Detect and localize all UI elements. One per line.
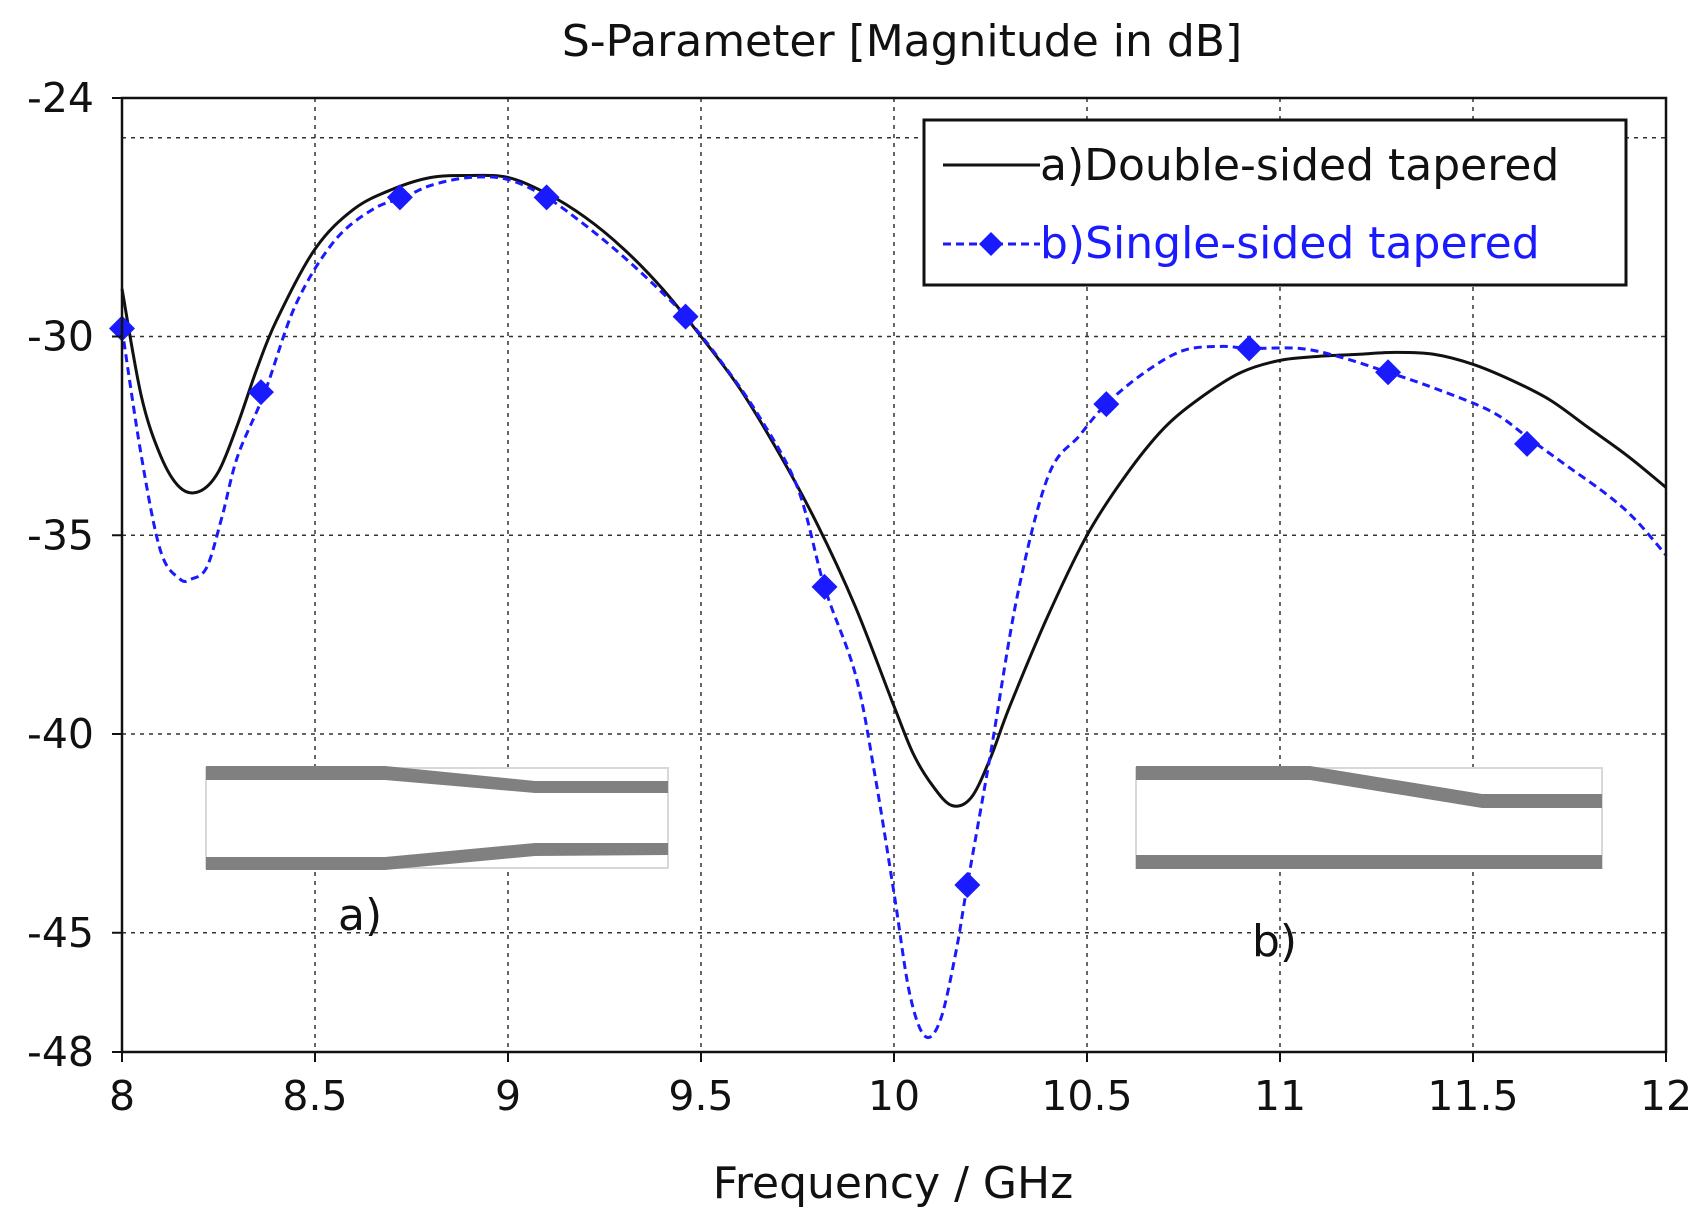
x-tick-label: 9.5 (668, 1072, 733, 1120)
x-tick-label: 8 (109, 1072, 135, 1120)
y-tick-label: -48 (27, 1028, 94, 1076)
inset-a-bottom-strip (206, 843, 668, 870)
series-marker-single-sided (1093, 391, 1120, 418)
y-axis: -24 -30 -35 -40 -45 -48 (27, 74, 122, 1076)
legend-box (922, 118, 1628, 287)
inset-b-top-strip (1136, 766, 1602, 808)
inset-b-label: b) (1252, 916, 1297, 967)
grid (122, 98, 1666, 1052)
series-line-double-sided (120, 173, 1667, 808)
legend: a)Double-sided tapered b)Single-sided ta… (922, 118, 1628, 287)
series-marker-single-sided (1514, 430, 1541, 457)
legend-label-double-sided: a)Double-sided tapered (1040, 140, 1559, 191)
x-axis: 8 8.5 9 9.5 10 10.5 11 11.5 12 (109, 1052, 1692, 1120)
series-line-single-sided (120, 175, 1668, 1040)
legend-marker-single-sided (979, 232, 1003, 256)
y-tick-label: -40 (27, 710, 94, 758)
series-marker-single-sided (247, 379, 274, 406)
series-marker-single-sided (533, 184, 560, 211)
y-tick-label: -30 (27, 313, 94, 361)
series-marker-single-sided (1236, 335, 1263, 362)
series-marker-single-sided (811, 573, 838, 600)
x-tick-label: 11 (1254, 1072, 1306, 1120)
x-tick-label: 8.5 (282, 1072, 347, 1120)
x-tick-label: 10.5 (1041, 1072, 1132, 1120)
chart-title: S-Parameter [Magnitude in dB] (562, 16, 1242, 67)
series-marker-single-sided (386, 184, 413, 211)
x-tick-label: 10 (868, 1072, 920, 1120)
inset-b-bottom-strip (1136, 855, 1602, 869)
legend-label-single-sided: b)Single-sided tapered (1040, 218, 1540, 269)
series-layer (109, 173, 1668, 1040)
inset-a-top-strip (206, 766, 668, 793)
y-tick-label: -24 (27, 74, 94, 122)
y-tick-label: -45 (27, 909, 94, 957)
series-marker-single-sided (1375, 359, 1402, 386)
inset-a-label: a) (338, 890, 382, 941)
x-tick-label: 12 (1640, 1072, 1692, 1120)
y-tick-label: -35 (27, 511, 94, 559)
series-marker-single-sided (954, 872, 981, 899)
inset-a-double-sided-geometry (205, 766, 669, 870)
x-tick-label: 11.5 (1427, 1072, 1518, 1120)
x-tick-label: 9 (495, 1072, 521, 1120)
x-axis-label: Frequency / GHz (713, 1158, 1073, 1209)
inset-b-single-sided-geometry (1135, 766, 1603, 869)
series-marker-single-sided (672, 303, 699, 330)
